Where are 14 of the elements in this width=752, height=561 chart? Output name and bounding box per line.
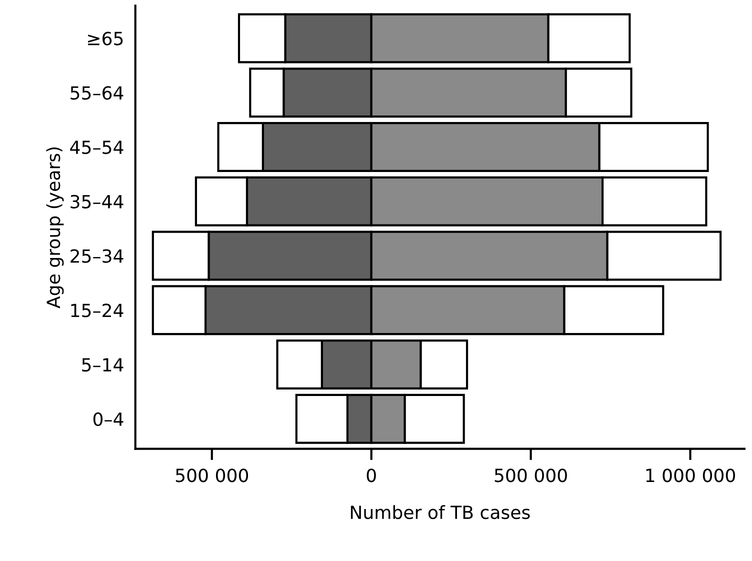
x-tick-label: 500 000 bbox=[176, 468, 248, 482]
y-tick-label: 0–4 bbox=[93, 412, 124, 426]
y-axis-title: Age group (years) bbox=[46, 147, 64, 308]
x-axis-title: Number of TB cases bbox=[350, 505, 530, 520]
y-tick-label: 35–44 bbox=[70, 194, 124, 208]
y-tick-label: 55–64 bbox=[70, 86, 124, 100]
y-tick-label: 25–34 bbox=[70, 249, 124, 263]
x-tick-label: 1 000 000 bbox=[646, 468, 736, 482]
y-tick-label: 5–14 bbox=[82, 358, 124, 372]
y-tick-label: ≥65 bbox=[88, 32, 123, 46]
y-tick-label: 45–54 bbox=[70, 140, 124, 154]
x-tick-label: 500 000 bbox=[494, 468, 567, 482]
y-tick-label: 15–24 bbox=[71, 304, 124, 318]
x-tick-label: 0 bbox=[366, 468, 376, 482]
